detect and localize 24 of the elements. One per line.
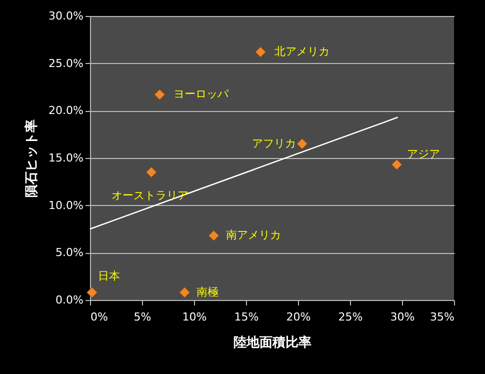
y-tick-label: 30.0% (48, 10, 84, 22)
annotation: ヨーロッパ (174, 88, 230, 101)
x-tick-label: 30% (390, 310, 415, 324)
y-tick-label: 15.0% (48, 152, 84, 164)
x-tick-label: 35% (430, 310, 454, 324)
x-tick-label: 5% (134, 310, 152, 324)
x-axis-title: 陸地面積比率 (234, 334, 312, 350)
y-axis-title: 隕石ヒット率 (24, 120, 40, 198)
annotation: 南極 (196, 285, 219, 298)
annotation: 北アメリカ (274, 44, 330, 58)
y-tick-label: 25.0% (48, 56, 84, 70)
annotation: アジア (406, 148, 440, 161)
x-tick-label: 0% (90, 310, 108, 324)
x-tick-label: 20% (286, 310, 311, 324)
y-tick-label: 0.0% (56, 294, 84, 306)
annotation: 日本 (98, 269, 120, 282)
x-tick-label: 10% (182, 310, 207, 324)
x-tick-label: 15% (234, 310, 259, 324)
x-tick-label: 25% (338, 310, 363, 324)
y-tick-label: 20.0% (48, 104, 84, 118)
annotation: 南アメリカ (226, 228, 281, 242)
annotation: アフリカ (252, 136, 296, 150)
y-tick-label: 5.0% (56, 246, 84, 260)
y-tick-label: 10.0% (48, 198, 84, 212)
